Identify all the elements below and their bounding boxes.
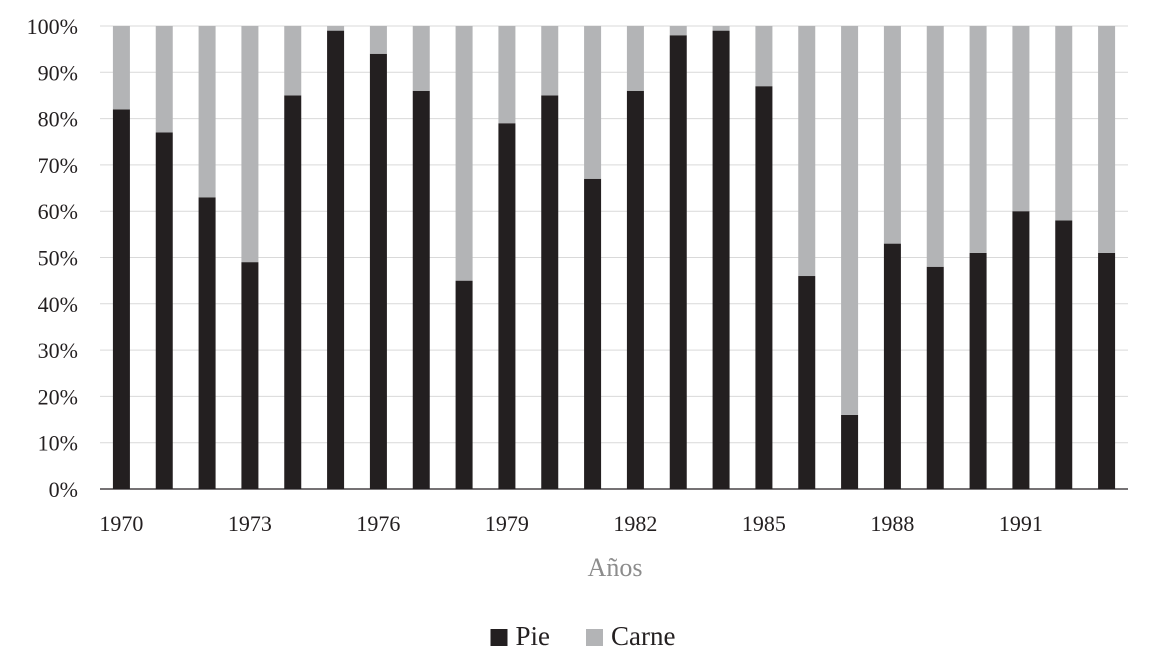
bar-carne-1991 bbox=[1012, 26, 1030, 212]
y-tick-label: 50% bbox=[38, 246, 78, 271]
bar-pie-1973 bbox=[241, 262, 259, 489]
bar-carne-1993 bbox=[1098, 26, 1116, 253]
bar-carne-1982 bbox=[626, 26, 644, 91]
bar-carne-1972 bbox=[198, 26, 216, 198]
bar-pie-1985 bbox=[755, 86, 773, 489]
legend-swatch-carne bbox=[586, 629, 603, 646]
x-tick-label: 1973 bbox=[228, 511, 272, 536]
bar-carne-1977 bbox=[412, 26, 430, 91]
bar-carne-1979 bbox=[498, 26, 516, 124]
bar-pie-1982 bbox=[626, 90, 644, 489]
bar-pie-1977 bbox=[412, 90, 430, 489]
legend-swatch-pie bbox=[490, 629, 508, 646]
legend: Pie Carne bbox=[490, 621, 675, 651]
bar-carne-1983 bbox=[669, 26, 687, 36]
x-tick-label: 1970 bbox=[99, 511, 143, 536]
bar-carne-1970 bbox=[112, 26, 130, 110]
x-tick-label: 1991 bbox=[999, 511, 1043, 536]
x-tick-label: 1979 bbox=[485, 511, 529, 536]
y-tick-label: 10% bbox=[38, 431, 78, 456]
bar-carne-1975 bbox=[327, 26, 345, 31]
bar-pie-1992 bbox=[1055, 220, 1073, 489]
bar-carne-1988 bbox=[883, 26, 901, 244]
y-tick-label: 20% bbox=[38, 384, 78, 409]
x-axis-title: Años bbox=[588, 553, 643, 582]
bar-pie-1978 bbox=[455, 280, 473, 489]
bar-carne-1971 bbox=[155, 26, 173, 133]
bar-pie-1980 bbox=[541, 95, 559, 489]
y-tick-label: 90% bbox=[38, 60, 78, 85]
legend-label-carne: Carne bbox=[611, 621, 675, 651]
bar-pie-1993 bbox=[1098, 252, 1116, 489]
y-tick-label: 0% bbox=[49, 477, 78, 502]
bar-pie-1990 bbox=[969, 252, 987, 489]
bar-pie-1976 bbox=[369, 53, 387, 489]
bar-pie-1984 bbox=[712, 30, 730, 489]
bar-pie-1979 bbox=[498, 123, 516, 489]
x-tick-label: 1976 bbox=[356, 511, 400, 536]
bar-carne-1989 bbox=[926, 26, 944, 267]
bar-carne-1987 bbox=[841, 26, 859, 415]
bar-carne-1990 bbox=[969, 26, 987, 253]
bar-carne-1976 bbox=[369, 26, 387, 54]
bar-carne-1981 bbox=[584, 26, 602, 179]
bar-carne-1984 bbox=[712, 26, 730, 31]
y-tick-label: 80% bbox=[38, 107, 78, 132]
y-tick-label: 70% bbox=[38, 153, 78, 178]
bar-carne-1986 bbox=[798, 26, 816, 277]
y-tick-label: 60% bbox=[38, 199, 78, 224]
bar-pie-1971 bbox=[155, 132, 173, 490]
x-tick-label: 1982 bbox=[613, 511, 657, 536]
bar-pie-1983 bbox=[669, 35, 687, 489]
bar-carne-1974 bbox=[284, 26, 302, 96]
bar-carne-1978 bbox=[455, 26, 473, 281]
y-tick-label: 30% bbox=[38, 338, 78, 363]
bar-pie-1988 bbox=[883, 243, 901, 489]
bar-pie-1972 bbox=[198, 197, 216, 489]
x-tick-label: 1988 bbox=[870, 511, 914, 536]
y-axis-ticks: 0% 10% 20% 30% 40% 50% 60% 70% 80% 90% 100% bbox=[27, 14, 78, 502]
bars bbox=[112, 26, 1116, 490]
bar-carne-1973 bbox=[241, 26, 259, 263]
gridlines bbox=[100, 25, 1128, 444]
bar-pie-1970 bbox=[112, 109, 130, 489]
bar-pie-1986 bbox=[798, 276, 816, 489]
bar-pie-1989 bbox=[926, 266, 944, 489]
bar-carne-1980 bbox=[541, 26, 559, 96]
bar-pie-1981 bbox=[584, 178, 602, 490]
bar-carne-1992 bbox=[1055, 26, 1073, 221]
legend-label-pie: Pie bbox=[516, 621, 551, 651]
y-tick-label: 40% bbox=[38, 292, 78, 317]
bar-pie-1975 bbox=[327, 30, 345, 489]
bar-carne-1985 bbox=[755, 26, 773, 87]
bar-pie-1974 bbox=[284, 95, 302, 489]
bar-pie-1987 bbox=[841, 414, 859, 489]
x-tick-label: 1985 bbox=[742, 511, 786, 536]
x-axis-ticks: 1970 1973 1976 1979 1982 1985 1988 1991 bbox=[99, 511, 1042, 536]
bar-pie-1991 bbox=[1012, 211, 1030, 489]
y-tick-label: 100% bbox=[27, 14, 78, 39]
